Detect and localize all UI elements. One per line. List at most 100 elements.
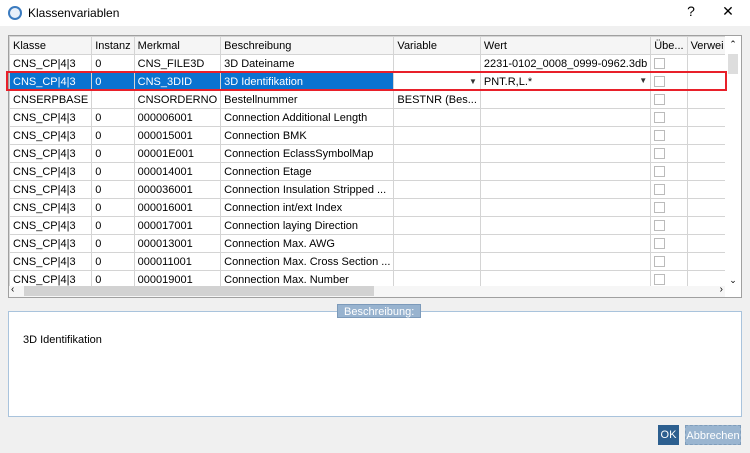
- table-cell[interactable]: 000036001: [133, 180, 222, 199]
- help-button[interactable]: ?: [687, 3, 695, 19]
- table-cell[interactable]: [393, 252, 481, 271]
- dropdown-arrow-icon[interactable]: ▼: [468, 77, 477, 86]
- column-header[interactable]: Übe...: [650, 36, 688, 55]
- override-checkbox[interactable]: [654, 256, 666, 268]
- table-cell[interactable]: [650, 108, 688, 127]
- column-header[interactable]: Instanz: [91, 36, 135, 55]
- dropdown-arrow-icon[interactable]: ▼: [639, 75, 648, 85]
- table-cell[interactable]: [650, 198, 688, 217]
- table-cell[interactable]: [650, 252, 688, 271]
- table-cell[interactable]: 0: [91, 108, 135, 127]
- table-cell[interactable]: [393, 126, 481, 145]
- table-row[interactable]: CNS_CP|4|3 0 00001E001 Connection EclassSym…: [9, 144, 725, 163]
- table-cell[interactable]: 000006001: [133, 108, 222, 127]
- table-cell[interactable]: CNS_CP|4|3: [9, 126, 93, 145]
- table-cell[interactable]: [650, 216, 688, 235]
- vertical-scroll-thumb[interactable]: [728, 54, 738, 74]
- table-cell[interactable]: [686, 180, 725, 199]
- override-checkbox[interactable]: [654, 202, 666, 214]
- table-cell[interactable]: CNS_FILE3D: [133, 54, 222, 73]
- table-cell[interactable]: 0: [91, 216, 135, 235]
- table-cell[interactable]: [686, 252, 725, 271]
- scroll-up-icon[interactable]: ⌃: [729, 39, 737, 49]
- override-checkbox[interactable]: [654, 76, 666, 88]
- table-cell[interactable]: [650, 54, 688, 73]
- table-cell[interactable]: Connection Max. AWG: [220, 234, 395, 253]
- table-cell[interactable]: [686, 72, 725, 91]
- table-cell[interactable]: 0: [91, 270, 135, 286]
- table-cell[interactable]: [686, 234, 725, 253]
- table-cell[interactable]: CNS_CP|4|3: [9, 180, 93, 199]
- table-cell[interactable]: 2231-0102_0008_0999-0962.3db: [479, 54, 652, 73]
- table-cell[interactable]: CNS_3DID: [133, 72, 222, 91]
- table-cell[interactable]: CNSERPBASE: [9, 90, 93, 109]
- table-cell[interactable]: Bestellnummer: [220, 90, 395, 109]
- override-checkbox[interactable]: [654, 274, 666, 286]
- scroll-down-icon[interactable]: ⌄: [729, 275, 737, 285]
- table-cell[interactable]: Connection int/ext Index: [220, 198, 395, 217]
- override-checkbox[interactable]: [654, 112, 666, 124]
- table-cell[interactable]: [650, 126, 688, 145]
- table-cell[interactable]: 0: [91, 252, 135, 271]
- column-header[interactable]: Verwei: [686, 36, 725, 55]
- table-cell[interactable]: Connection BMK: [220, 126, 395, 145]
- cancel-button[interactable]: Abbrechen: [685, 425, 741, 445]
- table-cell[interactable]: [686, 216, 725, 235]
- table-cell[interactable]: [479, 270, 652, 286]
- ok-button[interactable]: OK: [658, 425, 679, 445]
- table-cell[interactable]: CNSORDERNO: [133, 90, 222, 109]
- table-cell[interactable]: [479, 180, 652, 199]
- table-cell[interactable]: Connection Insulation Stripped ...: [220, 180, 395, 199]
- table-cell[interactable]: Connection Additional Length: [220, 108, 395, 127]
- table-cell[interactable]: [479, 216, 652, 235]
- table-row[interactable]: CNS_CP|4|3 0 000014001 Connection Etage: [9, 162, 725, 181]
- table-cell[interactable]: [479, 234, 652, 253]
- table-cell[interactable]: 3D Dateiname: [220, 54, 395, 73]
- table-cell[interactable]: 000011001: [133, 252, 222, 271]
- table-cell[interactable]: [393, 180, 481, 199]
- close-button[interactable]: ✕: [722, 3, 734, 19]
- override-checkbox[interactable]: [654, 220, 666, 232]
- override-checkbox[interactable]: [654, 58, 666, 70]
- table-cell[interactable]: [393, 144, 481, 163]
- horizontal-scroll-thumb[interactable]: [24, 286, 374, 296]
- table-row[interactable]: CNS_CP|4|3 0 CNS_FILE3D 3D Dateiname 2231-01…: [9, 54, 725, 73]
- column-header[interactable]: Beschreibung: [220, 36, 395, 55]
- table-cell[interactable]: CNS_CP|4|3: [9, 144, 93, 163]
- override-checkbox[interactable]: [654, 238, 666, 250]
- table-cell[interactable]: [479, 252, 652, 271]
- table-cell[interactable]: 000014001: [133, 162, 222, 181]
- table-cell[interactable]: 0: [91, 180, 135, 199]
- table-cell[interactable]: Connection Max. Number: [220, 270, 395, 286]
- table-cell[interactable]: CNS_CP|4|3: [9, 234, 93, 253]
- table-cell[interactable]: BESTNR (Bes...: [393, 90, 481, 109]
- table-cell[interactable]: Connection Etage: [220, 162, 395, 181]
- table-cell[interactable]: [393, 234, 481, 253]
- column-header[interactable]: Merkmal: [133, 36, 222, 55]
- table-cell[interactable]: [650, 144, 688, 163]
- scroll-right-icon[interactable]: ›: [719, 284, 723, 295]
- table-cell[interactable]: [479, 162, 652, 181]
- table-row[interactable]: CNS_CP|4|3 0 000019001 Connection Max. Numb…: [9, 270, 725, 286]
- table-cell[interactable]: CNS_CP|4|3: [9, 162, 93, 181]
- table-cell[interactable]: [650, 180, 688, 199]
- override-checkbox[interactable]: [654, 184, 666, 196]
- table-cell[interactable]: [479, 198, 652, 217]
- table-cell[interactable]: CNS_CP|4|3: [9, 54, 93, 73]
- table-cell[interactable]: CNS_CP|4|3: [9, 270, 93, 286]
- table-row[interactable]: CNS_CP|4|3 0 000006001 Connection Additiona…: [9, 108, 725, 127]
- table-cell[interactable]: ▼: [393, 72, 481, 91]
- table-cell[interactable]: 000019001: [133, 270, 222, 286]
- table-cell[interactable]: [686, 198, 725, 217]
- override-checkbox[interactable]: [654, 148, 666, 160]
- table-cell[interactable]: [686, 54, 725, 73]
- table-cell[interactable]: [479, 144, 652, 163]
- table-cell[interactable]: Connection Max. Cross Section ...: [220, 252, 395, 271]
- table-row[interactable]: CNS_CP|4|3 0 000017001 Connection laying Di…: [9, 216, 725, 235]
- table-cell[interactable]: [393, 162, 481, 181]
- table-row[interactable]: CNSERPBASE CNSORDERNO Bestellnummer BESTNR …: [9, 90, 725, 109]
- table-cell[interactable]: [686, 126, 725, 145]
- vertical-scrollbar[interactable]: ⌃ ⌄: [725, 36, 741, 286]
- table-cell[interactable]: [393, 54, 481, 73]
- override-checkbox[interactable]: [654, 166, 666, 178]
